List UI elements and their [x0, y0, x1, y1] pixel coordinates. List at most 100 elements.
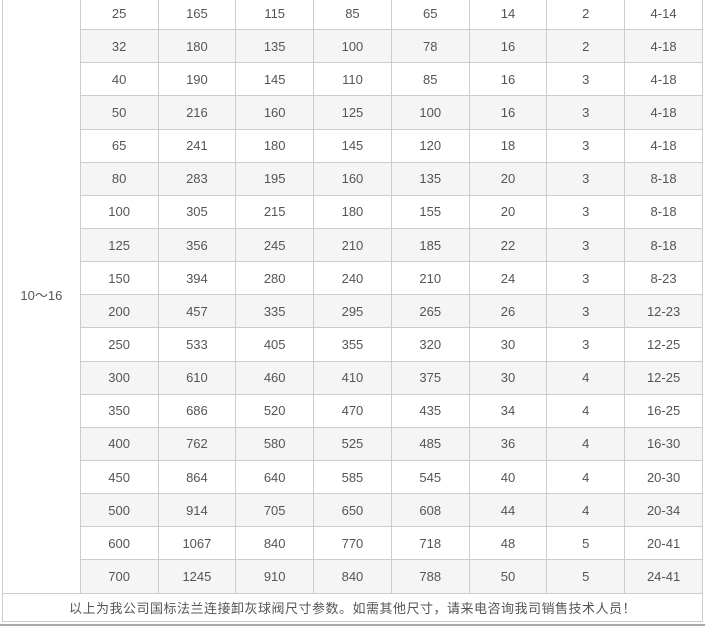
table-cell: 125	[313, 95, 392, 130]
table-cell: 120	[390, 128, 470, 163]
table-cell: 245	[235, 227, 315, 263]
table-cell: 8-18	[624, 194, 703, 229]
table-cell: 4-18	[624, 29, 703, 64]
table-cell: 840	[235, 526, 315, 561]
table-row: 32 180 135 100 78 16 2 4-18	[3, 29, 703, 64]
table-cell: 585	[313, 459, 392, 495]
table-cell: 165	[157, 0, 237, 31]
table-cell: 190	[157, 62, 237, 97]
table-cell: 1245	[157, 559, 237, 594]
table-cell: 26	[468, 294, 548, 329]
table-cell: 4-14	[624, 0, 703, 31]
table-cell: 3	[546, 327, 626, 362]
table-cell: 4-18	[624, 62, 703, 97]
table-cell: 545	[390, 459, 470, 495]
table-cell: 155	[390, 194, 470, 229]
table-cell: 240	[313, 261, 392, 296]
table-cell: 460	[235, 360, 315, 395]
table-cell: 210	[313, 227, 392, 263]
table-cell: 405	[235, 327, 315, 362]
table-cell: 1067	[157, 526, 237, 561]
table-cell: 4	[546, 393, 626, 428]
table-cell: 50	[468, 559, 548, 594]
table-cell: 355	[313, 327, 392, 362]
table-cell: 525	[313, 426, 392, 461]
table-cell: 16	[468, 62, 548, 97]
table-cell: 12-25	[624, 327, 703, 362]
table-cell: 241	[157, 128, 237, 163]
table-cell: 65	[390, 0, 470, 31]
table-cell: 394	[157, 261, 237, 296]
table-cell: 12-23	[624, 294, 703, 329]
table-cell: 215	[235, 194, 315, 229]
table-cell: 580	[235, 426, 315, 461]
table-cell: 3	[546, 261, 626, 296]
table-cell: 195	[235, 161, 315, 196]
table-cell: 20	[468, 194, 548, 229]
table-cell: 3	[546, 62, 626, 97]
table-cell: 40	[468, 459, 548, 495]
table-cell: 20-30	[624, 459, 703, 495]
table-cell: 914	[157, 493, 237, 528]
table-cell: 100	[390, 95, 470, 130]
table-cell: 283	[157, 161, 237, 196]
table-cell: 470	[313, 393, 392, 428]
table-cell: 356	[157, 227, 237, 263]
table-cell: 50	[79, 95, 159, 130]
table-cell: 8-23	[624, 261, 703, 296]
table-cell: 14	[468, 0, 548, 31]
table-cell: 65	[79, 128, 159, 163]
table-cell: 705	[235, 493, 315, 528]
table-cell: 16-30	[624, 426, 703, 461]
table-cell: 3	[546, 227, 626, 263]
table-cell: 20-34	[624, 493, 703, 528]
table-cell: 4-18	[624, 95, 703, 130]
table-cell: 335	[235, 294, 315, 329]
table-row: 150 394 280 240 210 24 3 8-23	[3, 261, 703, 296]
table-cell: 2	[546, 0, 626, 31]
table-row: 50 216 160 125 100 16 3 4-18	[3, 95, 703, 130]
table-cell: 3	[546, 95, 626, 130]
table-cell: 864	[157, 459, 237, 495]
table-cell: 600	[79, 526, 159, 561]
table-cell: 485	[390, 426, 470, 461]
table-cell: 250	[79, 327, 159, 362]
table-row: 250 533 405 355 320 30 3 12-25	[3, 327, 703, 362]
table-cell: 770	[313, 526, 392, 561]
table-row: 450 864 640 585 545 40 4 20-30	[3, 459, 703, 495]
table-cell: 44	[468, 493, 548, 528]
table-cell: 24-41	[624, 559, 703, 594]
table-cell: 686	[157, 393, 237, 428]
table-cell: 135	[390, 161, 470, 196]
table-cell: 180	[313, 194, 392, 229]
table-cell: 100	[79, 194, 159, 229]
table-cell: 608	[390, 493, 470, 528]
table-row: 400 762 580 525 485 36 4 16-30	[3, 426, 703, 461]
table-cell: 40	[79, 62, 159, 97]
table-cell: 4	[546, 459, 626, 495]
table-cell: 180	[157, 29, 237, 64]
table-cell: 3	[546, 294, 626, 329]
table-cell: 718	[390, 526, 470, 561]
table-row: 100 305 215 180 155 20 3 8-18	[3, 194, 703, 229]
table-cell: 4	[546, 360, 626, 395]
table-cell: 700	[79, 559, 159, 594]
bottom-divider	[0, 624, 705, 626]
table-cell: 640	[235, 459, 315, 495]
table-cell: 24	[468, 261, 548, 296]
table-cell: 4	[546, 493, 626, 528]
footer-row: 以上为我公司国标法兰连接卸灰球阀尺寸参数。如需其他尺寸，请来电咨询我司销售技术人…	[2, 592, 703, 622]
table-cell: 210	[390, 261, 470, 296]
table-cell: 320	[390, 327, 470, 362]
table-cell: 500	[79, 493, 159, 528]
table-cell: 280	[235, 261, 315, 296]
table-cell: 12-25	[624, 360, 703, 395]
table-cell: 78	[390, 29, 470, 64]
footer-note: 以上为我公司国标法兰连接卸灰球阀尺寸参数。如需其他尺寸，请来电咨询我司销售技术人…	[2, 592, 703, 622]
table-cell: 20	[468, 161, 548, 196]
table-cell: 16	[468, 29, 548, 64]
table-cell: 80	[79, 161, 159, 196]
table-cell: 48	[468, 526, 548, 561]
table-cell: 520	[235, 393, 315, 428]
